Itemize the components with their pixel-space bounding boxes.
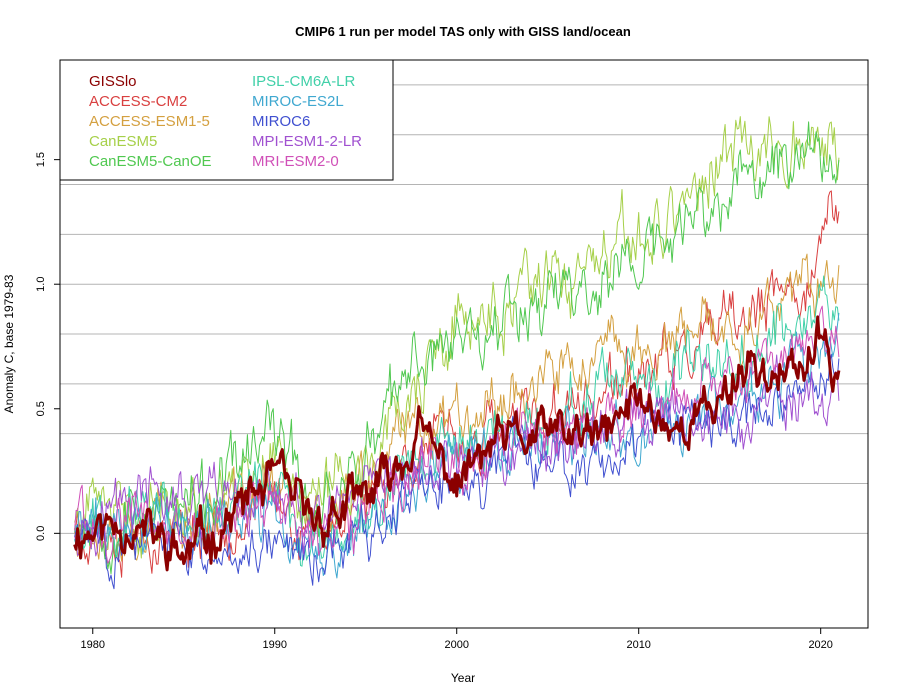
legend-entry: MRI-ESM2-0 — [252, 153, 339, 170]
y-axis: 0.0 0.5 1.0 1.5 — [35, 152, 60, 541]
series-lines — [73, 116, 841, 590]
x-tick-label: 2000 — [444, 639, 468, 651]
legend-entry: IPSL-CM6A-LR — [252, 73, 356, 90]
legend-entry: CanESM5-CanOE — [89, 153, 212, 170]
legend-entry: MIROC6 — [252, 113, 310, 130]
x-tick-label: 2010 — [626, 639, 650, 651]
x-tick-label: 2020 — [808, 639, 832, 651]
series-line-canesm5-canoe — [74, 121, 840, 575]
legend-entry: CanESM5 — [89, 133, 157, 150]
chart-title: CMIP6 1 run per model TAS only with GISS… — [295, 24, 631, 39]
y-tick-label: 1.0 — [35, 277, 47, 292]
legend-entry: MIROC-ES2L — [252, 93, 344, 110]
series-line-access-cm2 — [74, 190, 840, 578]
x-tick-label: 1990 — [262, 639, 286, 651]
series-line-mri-esm2-0 — [74, 305, 840, 564]
legend-box — [59, 59, 394, 181]
series-line-gisslo — [73, 315, 841, 572]
x-axis-label: Year — [451, 671, 475, 685]
legend-entry: ACCESS-ESM1-5 — [89, 113, 210, 130]
legend-entry: ACCESS-CM2 — [89, 93, 187, 110]
legend-entry: MPI-ESM1-2-LR — [252, 133, 362, 150]
y-tick-label: 1.5 — [35, 152, 47, 167]
x-axis: 1980 1990 2000 2010 2020 — [81, 628, 833, 651]
y-tick-label: 0.0 — [35, 526, 47, 541]
legend: GISSlo ACCESS-CM2 ACCESS-ESM1-5 CanESM5 CanE… — [59, 59, 394, 181]
y-axis-label: Anomaly C, base 1979-83 — [2, 274, 16, 413]
plot-frame — [59, 59, 869, 629]
legend-entry: GISSlo — [89, 73, 137, 90]
y-tick-label: 0.5 — [35, 401, 47, 416]
x-tick-label: 1980 — [81, 639, 105, 651]
gridlines — [60, 84, 868, 534]
